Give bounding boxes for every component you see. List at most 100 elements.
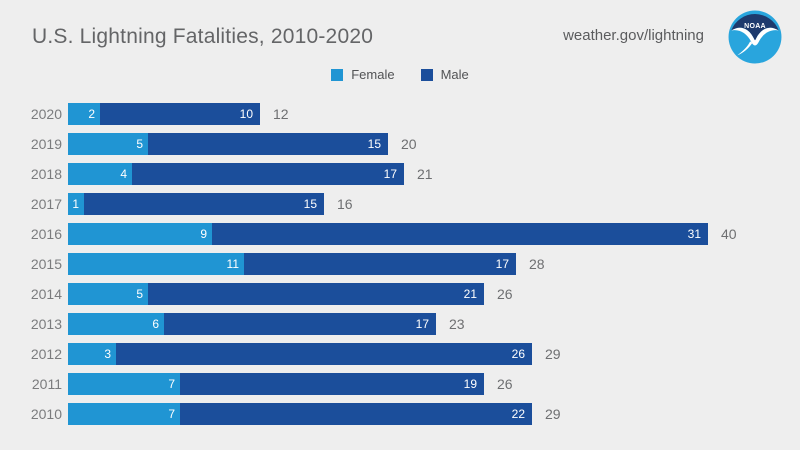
female-bar-segment: 3 — [68, 343, 116, 365]
bar-track: 9 31 — [68, 223, 708, 245]
chart-row: 2020 2 10 12 — [0, 103, 800, 125]
bar-track: 5 21 — [68, 283, 484, 305]
female-bar-segment: 1 — [68, 193, 84, 215]
year-label: 2017 — [30, 196, 62, 212]
female-value-label: 1 — [72, 197, 79, 211]
bar-track: 7 22 — [68, 403, 532, 425]
female-bar-segment: 9 — [68, 223, 212, 245]
female-value-label: 3 — [104, 347, 111, 361]
chart-row: 2016 9 31 40 — [0, 223, 800, 245]
female-value-label: 5 — [136, 287, 143, 301]
male-value-label: 26 — [511, 347, 525, 361]
total-value-label: 23 — [449, 316, 465, 332]
legend-item-female: Female — [331, 67, 395, 82]
male-value-label: 19 — [463, 377, 477, 391]
female-value-label: 9 — [200, 227, 207, 241]
page-title: U.S. Lightning Fatalities, 2010-2020 — [32, 25, 374, 48]
year-label: 2019 — [30, 136, 62, 152]
male-value-label: 17 — [383, 167, 397, 181]
total-value-label: 29 — [545, 346, 561, 362]
male-value-label: 15 — [367, 137, 381, 151]
male-bar-segment: 17 — [244, 253, 516, 275]
year-label: 2020 — [30, 106, 62, 122]
bar-track: 11 17 — [68, 253, 516, 275]
bar-track: 2 10 — [68, 103, 260, 125]
total-value-label: 16 — [337, 196, 353, 212]
male-value-label: 17 — [495, 257, 509, 271]
female-bar-segment: 7 — [68, 373, 180, 395]
year-label: 2012 — [30, 346, 62, 362]
chart-row: 2011 7 19 26 — [0, 373, 800, 395]
female-bar-segment: 2 — [68, 103, 100, 125]
year-label: 2016 — [30, 226, 62, 242]
male-bar-segment: 26 — [116, 343, 532, 365]
male-bar-segment: 15 — [148, 133, 388, 155]
legend: Female Male — [0, 67, 800, 82]
total-value-label: 28 — [529, 256, 545, 272]
bar-track: 3 26 — [68, 343, 532, 365]
year-label: 2010 — [30, 406, 62, 422]
female-bar-segment: 4 — [68, 163, 132, 185]
male-value-label: 17 — [415, 317, 429, 331]
total-value-label: 40 — [721, 226, 737, 242]
total-value-label: 26 — [497, 286, 513, 302]
year-label: 2018 — [30, 166, 62, 182]
male-bar-segment: 19 — [180, 373, 484, 395]
female-bar-segment: 5 — [68, 133, 148, 155]
noaa-bird-icon — [731, 27, 779, 46]
year-label: 2013 — [30, 316, 62, 332]
chart-row: 2018 4 17 21 — [0, 163, 800, 185]
total-value-label: 26 — [497, 376, 513, 392]
chart-rows: 2020 2 10 12 2019 5 15 20 2018 4 17 21 2017 1 15 16 2016… — [0, 103, 800, 425]
female-value-label: 5 — [136, 137, 143, 151]
male-bar-segment: 10 — [100, 103, 260, 125]
noaa-logo-label: NOAA — [744, 23, 766, 30]
chart-row: 2012 3 26 29 — [0, 343, 800, 365]
bar-track: 5 15 — [68, 133, 388, 155]
male-bar-segment: 21 — [148, 283, 484, 305]
bar-track: 4 17 — [68, 163, 404, 185]
female-value-label: 7 — [168, 407, 175, 421]
male-value-label: 22 — [511, 407, 525, 421]
total-value-label: 21 — [417, 166, 433, 182]
site-url-text: weather.gov/lightning — [563, 27, 704, 44]
year-label: 2011 — [31, 376, 62, 392]
female-bar-segment: 6 — [68, 313, 164, 335]
chart-row: 2017 1 15 16 — [0, 193, 800, 215]
female-bar-segment: 7 — [68, 403, 180, 425]
male-bar-segment: 17 — [164, 313, 436, 335]
noaa-bird-tail-icon — [737, 41, 753, 56]
male-value-label: 15 — [303, 197, 317, 211]
total-value-label: 12 — [273, 106, 289, 122]
year-label: 2015 — [30, 256, 62, 272]
chart-row: 2019 5 15 20 — [0, 133, 800, 155]
female-bar-segment: 5 — [68, 283, 148, 305]
total-value-label: 29 — [545, 406, 561, 422]
legend-label-female: Female — [351, 67, 395, 82]
male-swatch-icon — [420, 68, 433, 81]
legend-item-male: Male — [420, 67, 469, 82]
female-value-label: 2 — [88, 107, 95, 121]
total-value-label: 20 — [401, 136, 417, 152]
bar-track: 1 15 — [68, 193, 324, 215]
male-bar-segment: 22 — [180, 403, 532, 425]
female-bar-segment: 11 — [68, 253, 244, 275]
bar-track: 6 17 — [68, 313, 436, 335]
female-value-label: 4 — [120, 167, 127, 181]
female-value-label: 6 — [152, 317, 159, 331]
noaa-logo-navy-shape — [731, 14, 779, 41]
male-value-label: 31 — [687, 227, 701, 241]
chart-row: 2010 7 22 29 — [0, 403, 800, 425]
chart-row: 2013 6 17 23 — [0, 313, 800, 335]
chart-row: 2015 11 17 28 — [0, 253, 800, 275]
legend-label-male: Male — [440, 67, 469, 82]
female-value-label: 7 — [168, 377, 175, 391]
year-label: 2014 — [30, 286, 62, 302]
male-value-label: 10 — [239, 107, 253, 121]
stacked-bar-chart: 2020 2 10 12 2019 5 15 20 2018 4 17 21 2017 1 15 16 2016… — [0, 103, 800, 433]
bar-track: 7 19 — [68, 373, 484, 395]
male-bar-segment: 31 — [212, 223, 708, 245]
female-swatch-icon — [331, 68, 344, 81]
chart-row: 2014 5 21 26 — [0, 283, 800, 305]
male-value-label: 21 — [463, 287, 477, 301]
